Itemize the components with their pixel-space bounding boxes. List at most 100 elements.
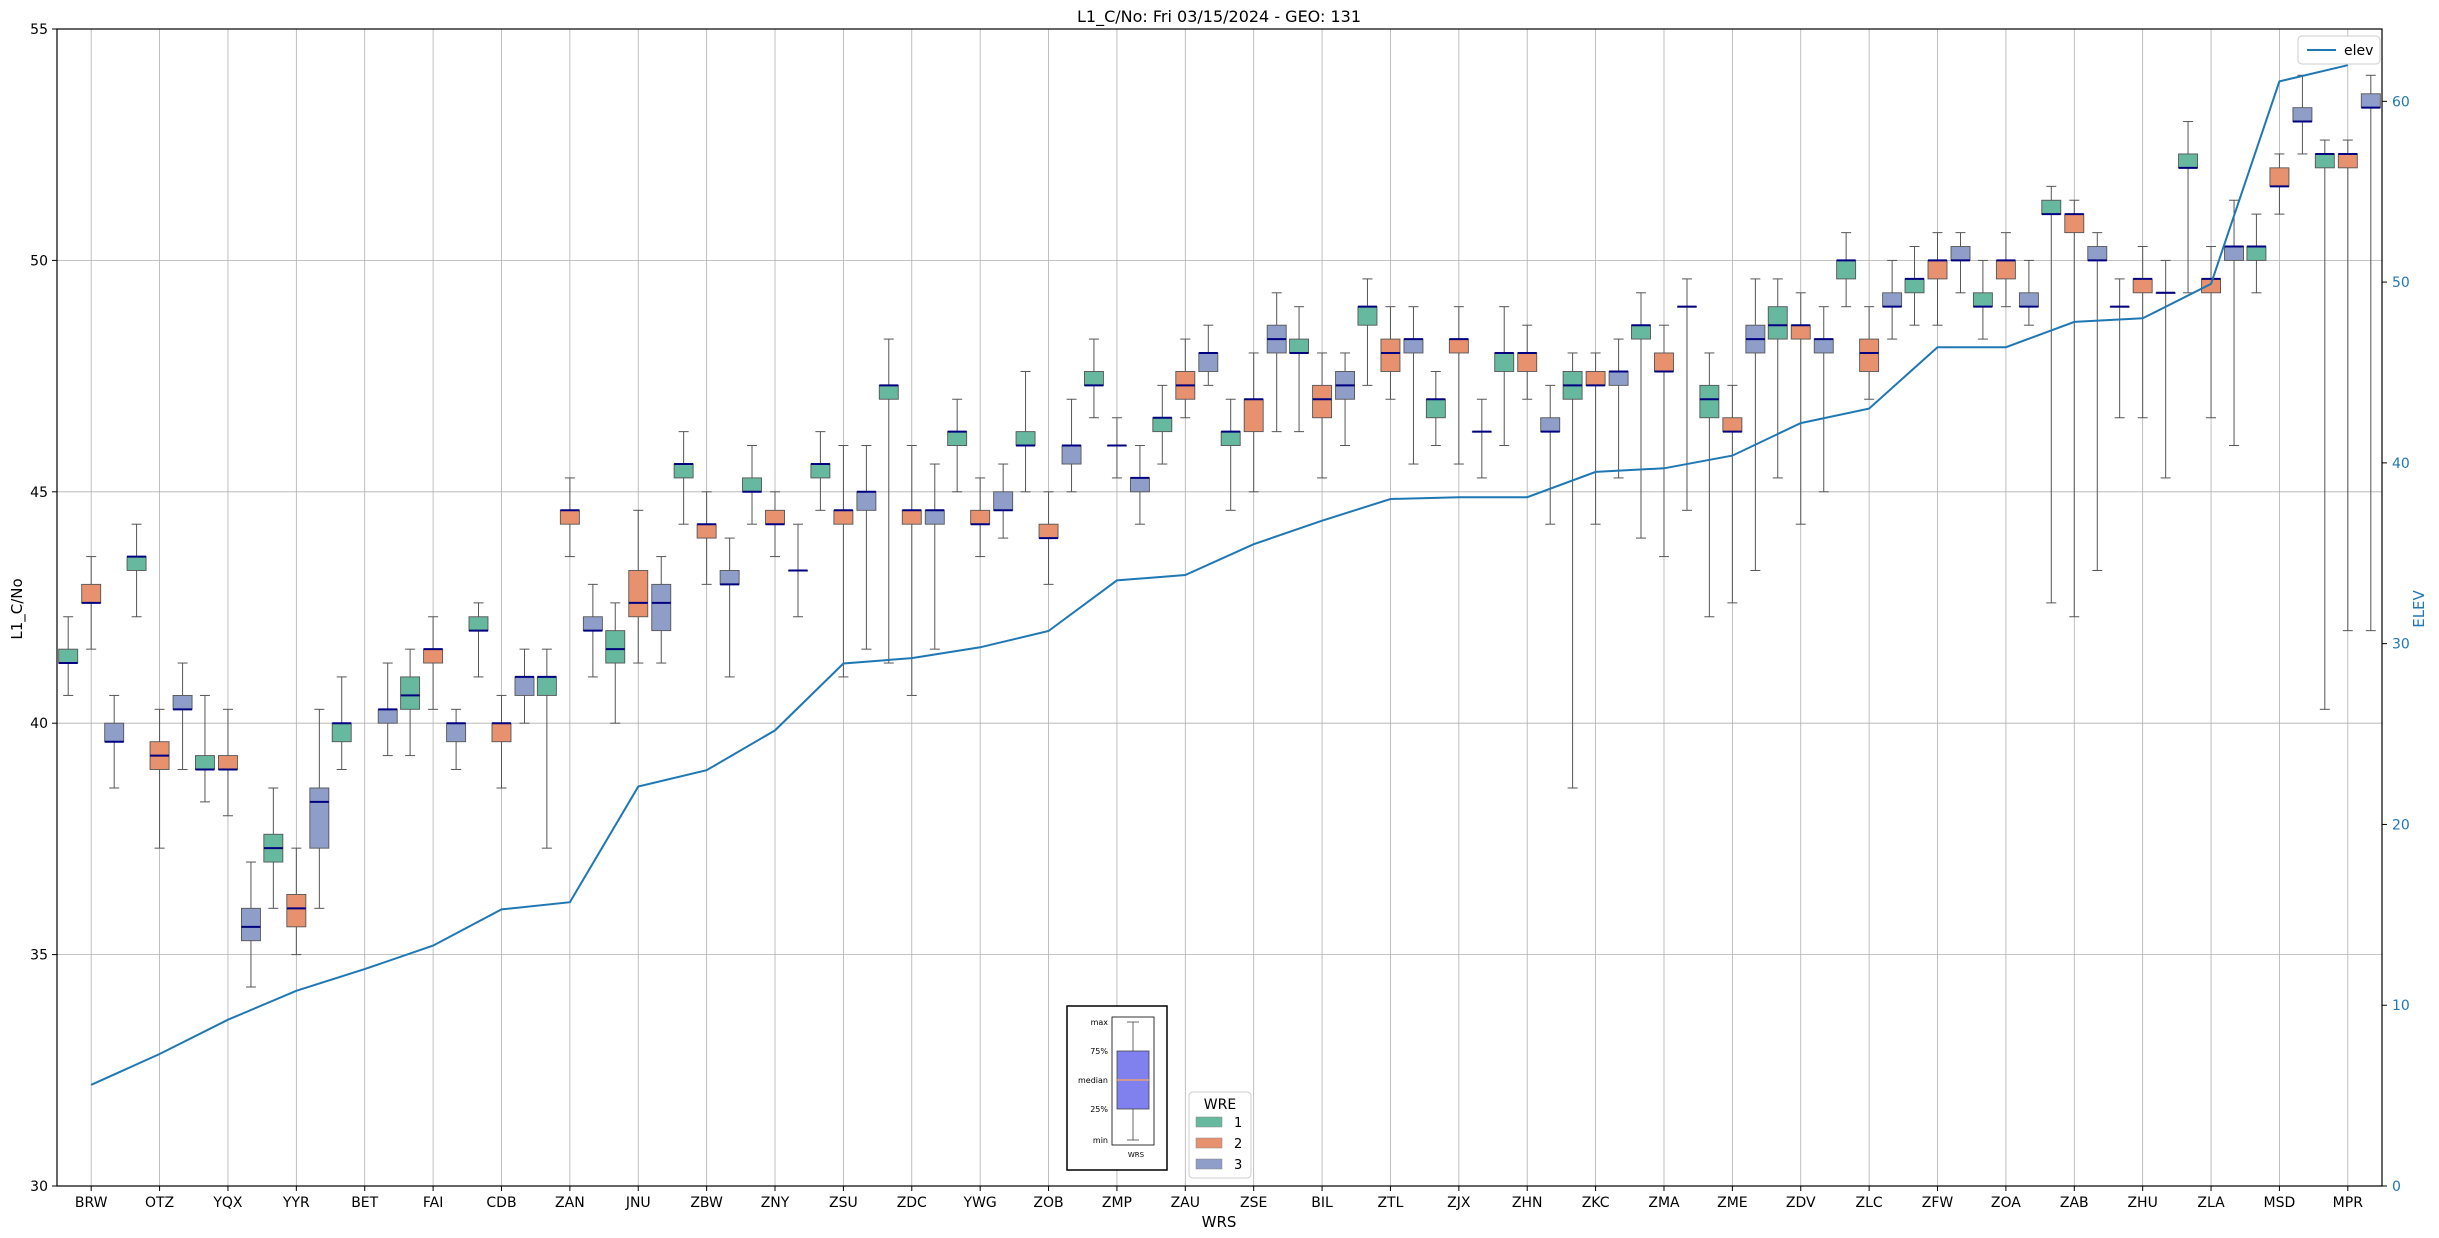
box-iqr xyxy=(1494,352,1515,372)
box-iqr xyxy=(1403,338,1424,354)
y-tick-label: 55 xyxy=(30,22,48,38)
box-ZSU-2 xyxy=(833,445,854,678)
box-iqr xyxy=(582,616,603,632)
box-ZBW-1 xyxy=(673,431,694,525)
box-iqr xyxy=(901,509,922,525)
box-YQX-2 xyxy=(218,708,238,817)
y-tick-label: 35 xyxy=(30,948,48,964)
x-tick-label: ZDV xyxy=(1786,1195,1816,1211)
box-iqr xyxy=(878,384,899,400)
box-OTZ-2 xyxy=(149,708,170,849)
box-ZLC-3 xyxy=(1882,259,1903,340)
box-iqr xyxy=(218,755,238,770)
chart-title: L1_C/No: Fri 03/15/2024 - GEO: 131 xyxy=(1077,7,1361,27)
box-ZTL-1 xyxy=(1357,278,1378,386)
box-ZAN-2 xyxy=(559,477,580,558)
key-label-max: max xyxy=(1091,1018,1109,1027)
box-ZFW-3 xyxy=(1950,232,1971,294)
key-label-q3: 75% xyxy=(1090,1047,1108,1056)
box-ZHU-2 xyxy=(2132,246,2153,419)
box-iqr xyxy=(1882,292,1903,308)
box-iqr xyxy=(2314,153,2335,169)
box-ZKC-1 xyxy=(1562,352,1583,789)
box-iqr xyxy=(1540,417,1561,433)
key-label-median: median xyxy=(1078,1076,1108,1085)
legend-wre-label-2: 2 xyxy=(1234,1137,1242,1152)
box-ZAN-1 xyxy=(536,648,557,849)
x-tick-label: ZAB xyxy=(2060,1195,2089,1211)
box-OTZ-1 xyxy=(126,523,147,618)
y2-tick-label: 30 xyxy=(2392,637,2410,653)
box-iqr xyxy=(1152,417,1173,433)
box-iqr xyxy=(856,491,877,511)
box-iqr xyxy=(1312,384,1333,419)
box-iqr xyxy=(970,509,991,525)
y-axis-label: L1_C/No xyxy=(8,578,27,639)
box-ZAB-2 xyxy=(2064,199,2085,618)
y-axis: 30 35 40 45 50 55 xyxy=(30,22,57,1195)
box-iqr xyxy=(2269,167,2290,187)
box-ZBW-2 xyxy=(696,491,717,585)
box-ZAU-2 xyxy=(1175,338,1196,419)
box-ZMA-3 xyxy=(1677,278,1697,511)
box-iqr xyxy=(2178,153,2198,169)
box-iqr xyxy=(1289,338,1310,354)
key-label-xlabel: WRS xyxy=(1128,1151,1145,1159)
box-ZLC-2 xyxy=(1859,306,1880,400)
box-ZTL-3 xyxy=(1403,306,1424,465)
x-axis: BRW OTZ YQX YYR BET FAI CDB ZAN JNU ZBW ZNY ZSU ZDC Y… xyxy=(75,1186,2363,1211)
box-iqr xyxy=(628,570,649,618)
box-iqr xyxy=(377,708,398,724)
box-YWG-3 xyxy=(993,463,1014,539)
x-tick-label: JNU xyxy=(625,1195,651,1211)
box-iqr xyxy=(1083,371,1104,386)
x-tick-label: BIL xyxy=(1311,1195,1333,1211)
box-iqr xyxy=(1790,324,1811,340)
x-tick-label: ZBW xyxy=(690,1195,723,1211)
box-BRW-1 xyxy=(58,616,79,696)
y-tick-label: 45 xyxy=(30,485,48,501)
box-ZLA-1 xyxy=(2178,121,2198,294)
box-iqr xyxy=(2292,107,2313,123)
box-iqr xyxy=(1767,306,1788,340)
x-tick-label: MPR xyxy=(2333,1195,2364,1211)
legend-elev-label: elev xyxy=(2344,43,2373,59)
box-YQX-1 xyxy=(195,694,215,803)
x-tick-label: ZOA xyxy=(1991,1195,2021,1211)
box-iqr xyxy=(172,694,193,710)
x-tick-label: ZNY xyxy=(761,1195,790,1211)
box-iqr xyxy=(1608,371,1629,386)
box-ZLA-2 xyxy=(2201,246,2221,419)
box-iqr xyxy=(1061,445,1082,465)
key-label-min: min xyxy=(1093,1136,1108,1145)
box-ZAN-3 xyxy=(582,583,603,678)
box-iqr xyxy=(1380,338,1401,372)
x-tick-label: ZMA xyxy=(1648,1195,1680,1211)
box-ZME-3 xyxy=(1745,278,1766,571)
box-MSD-3 xyxy=(2292,74,2313,155)
box-iqr xyxy=(423,648,444,664)
legend-wre-swatch-1 xyxy=(1195,1116,1223,1128)
x-tick-label: ZSU xyxy=(829,1195,858,1211)
box-iqr xyxy=(1904,278,1925,294)
box-iqr xyxy=(104,722,125,743)
box-BIL-1 xyxy=(1289,306,1310,433)
box-iqr xyxy=(126,556,147,571)
box-iqr xyxy=(559,509,580,525)
box-BRW-2 xyxy=(81,556,102,650)
box-iqr xyxy=(400,676,421,710)
box-iqr xyxy=(947,431,968,446)
box-ZDV-2 xyxy=(1790,292,1811,525)
box-iqr xyxy=(1243,398,1264,433)
box-ZHU-3 xyxy=(2155,259,2176,479)
box-iqr xyxy=(1038,523,1059,539)
box-ZDV-3 xyxy=(1813,306,1834,493)
y-tick-label: 50 xyxy=(30,253,48,269)
box-CDB-1 xyxy=(468,602,489,678)
box-iqr xyxy=(1425,398,1446,419)
x-tick-label: ZKC xyxy=(1582,1195,1610,1211)
box-ZNY-3 xyxy=(788,523,808,618)
box-ZJX-3 xyxy=(1471,398,1492,479)
box-YQX-3 xyxy=(241,861,261,988)
box-MPR-1 xyxy=(2314,139,2335,710)
